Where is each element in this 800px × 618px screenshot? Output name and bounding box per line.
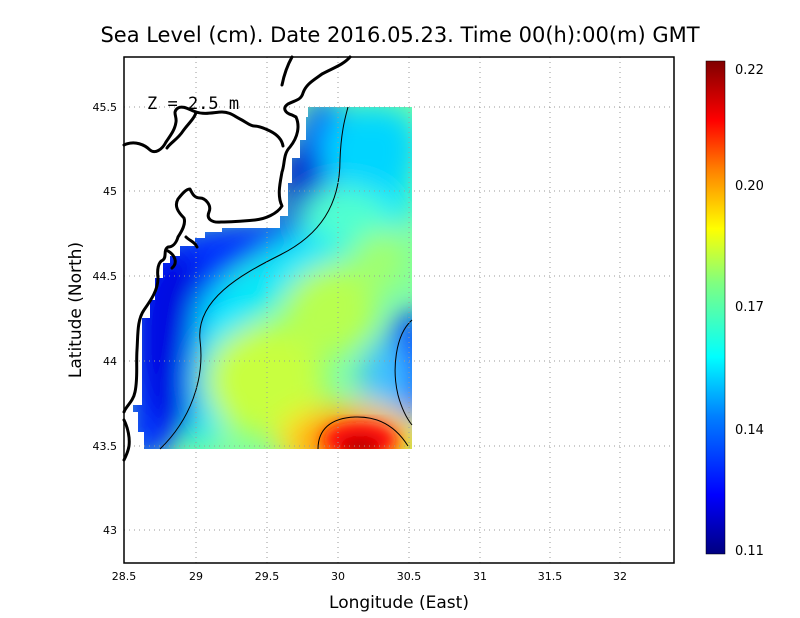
colorbar-label: 0.22 — [735, 63, 764, 78]
x-tick-label: 29 — [189, 570, 203, 583]
x-tick-label: 30.5 — [397, 570, 422, 583]
colorbar-label: 0.20 — [735, 179, 764, 194]
colorbar-label: 0.11 — [735, 544, 764, 559]
y-tick-label: 43 — [103, 524, 117, 537]
grid-lines — [124, 57, 674, 563]
x-tick-label: 30 — [331, 570, 345, 583]
depth-label: Z = 2.5 m — [147, 94, 239, 114]
y-tick-label: 44 — [103, 355, 117, 368]
map-title: Sea Level (cm). Date 2016.05.23. Time 00… — [100, 23, 699, 47]
plot-frame — [123, 56, 675, 564]
y-axis-label: Latitude (North) — [66, 242, 86, 378]
x-tick-label: 31 — [473, 570, 487, 583]
x-tick-label: 32 — [613, 570, 627, 583]
x-tick-label: 31.5 — [538, 570, 563, 583]
y-axis-ticks: 45.5 45 44.5 44 43.5 43 — [93, 101, 118, 537]
x-tick-label: 29.5 — [255, 570, 280, 583]
y-tick-label: 43.5 — [93, 440, 118, 453]
x-tick-label: 28.5 — [112, 570, 137, 583]
coastline — [122, 55, 352, 462]
colorbar: 0.22 0.20 0.17 0.14 0.11 — [705, 60, 764, 559]
x-axis-ticks: 28.5 29 29.5 30 30.5 31 31.5 32 — [112, 570, 627, 583]
colorbar-label: 0.17 — [735, 300, 764, 315]
colorbar-label: 0.14 — [735, 423, 764, 438]
sea-level-field — [133, 107, 412, 449]
x-axis-label: Longitude (East) — [329, 593, 469, 613]
y-tick-label: 45 — [103, 185, 117, 198]
colorbar-gradient — [705, 60, 726, 555]
y-tick-label: 44.5 — [93, 270, 118, 283]
y-tick-label: 45.5 — [93, 101, 118, 114]
contour-lines — [159, 106, 413, 450]
